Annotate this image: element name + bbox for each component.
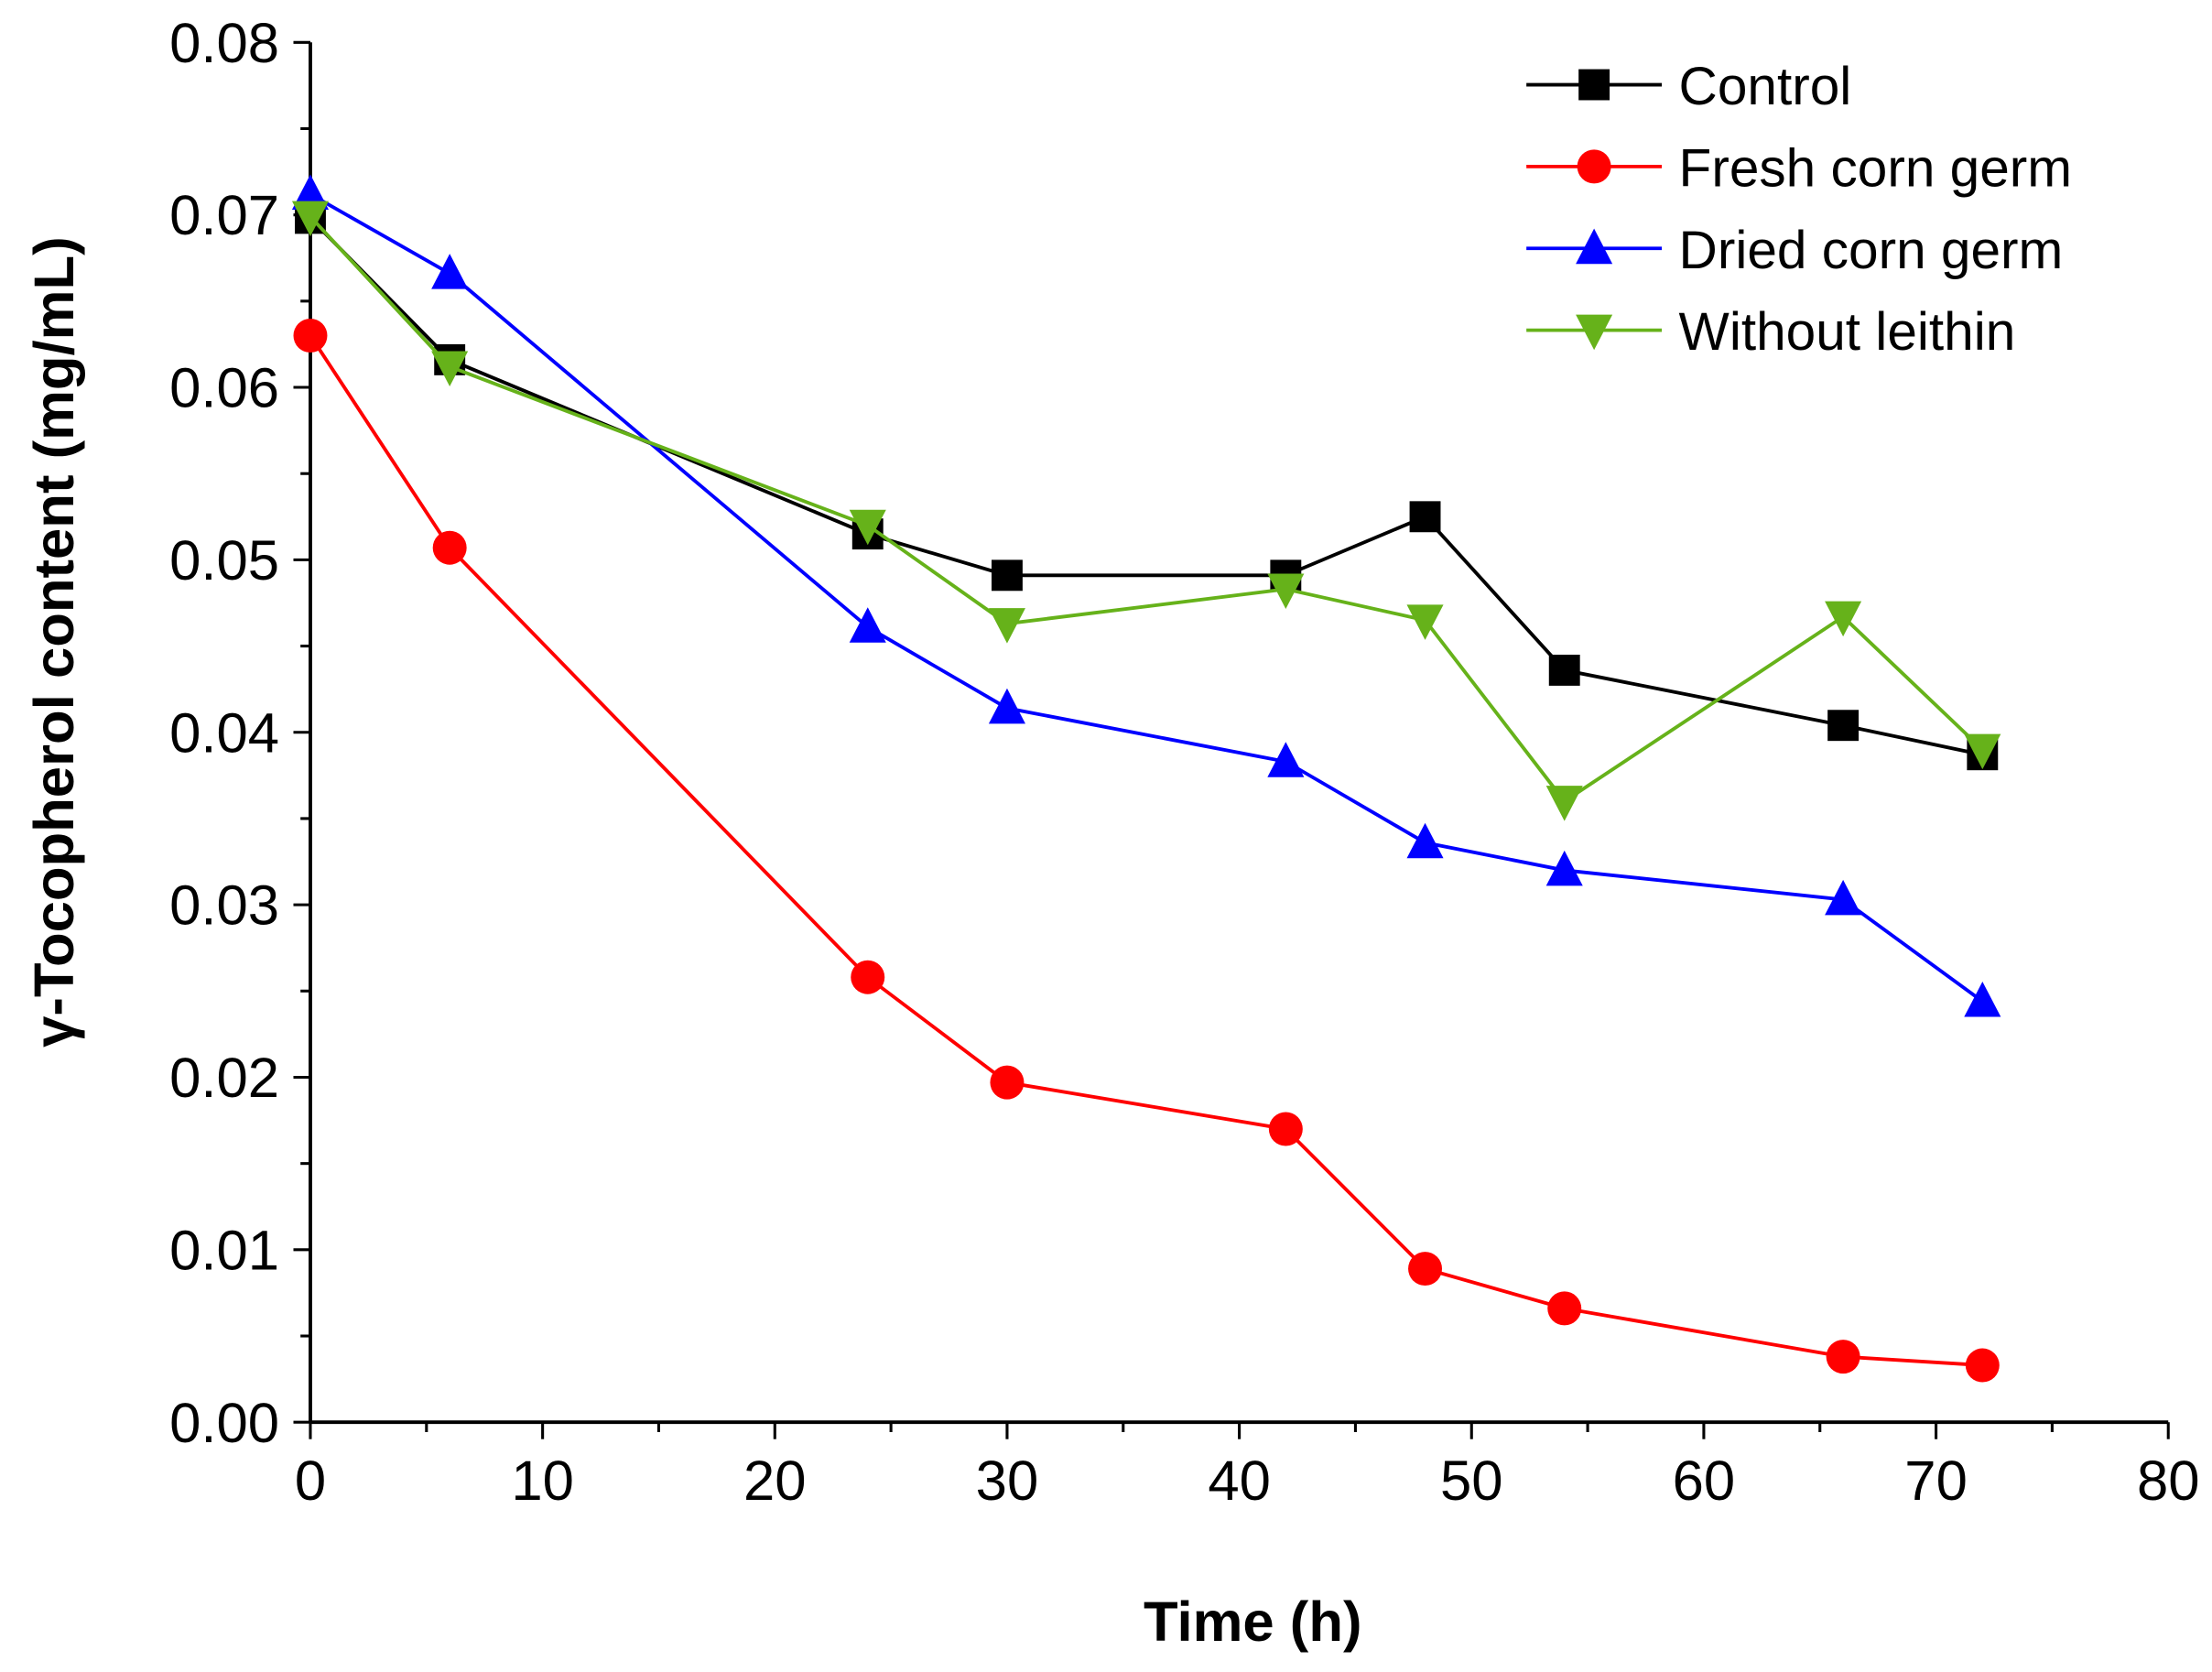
data-point bbox=[291, 201, 330, 237]
data-point bbox=[1827, 710, 1860, 742]
legend-item: Without leithin bbox=[1526, 302, 2015, 362]
data-point bbox=[1825, 601, 1862, 637]
data-point bbox=[851, 960, 885, 994]
data-point bbox=[1268, 1112, 1303, 1146]
data-point bbox=[1964, 733, 2001, 770]
legend-item: Fresh corn germ bbox=[1526, 138, 2072, 198]
y-tick-label: 0.06 bbox=[169, 357, 279, 420]
data-point bbox=[849, 509, 886, 546]
series-without-leithin bbox=[291, 201, 2001, 821]
legend: Control Fresh corn germ Dried corn germ Wit… bbox=[1526, 57, 2072, 362]
legend-marker bbox=[1576, 228, 1613, 265]
data-point bbox=[431, 351, 469, 386]
data-point bbox=[1267, 573, 1305, 609]
data-point bbox=[1964, 982, 2001, 1017]
data-point bbox=[1548, 654, 1580, 686]
data-point bbox=[988, 608, 1025, 644]
y-tick-label: 0.03 bbox=[169, 874, 279, 938]
x-tick-label: 0 bbox=[295, 1449, 326, 1513]
legend-marker bbox=[1576, 314, 1613, 351]
series-line bbox=[309, 334, 1983, 1367]
data-point bbox=[988, 688, 1025, 724]
legend-marker bbox=[1578, 69, 1610, 101]
x-tick-label: 70 bbox=[1904, 1449, 1968, 1513]
data-point bbox=[293, 319, 328, 353]
data-point bbox=[1267, 742, 1305, 777]
series-line bbox=[309, 217, 1983, 757]
data-point bbox=[1825, 879, 1862, 916]
y-tick-label: 0.05 bbox=[169, 529, 279, 592]
x-tick-label: 10 bbox=[511, 1449, 574, 1513]
y-tick-label: 0.00 bbox=[169, 1392, 279, 1455]
data-point bbox=[992, 559, 1023, 592]
legend-item: Dried corn germ bbox=[1526, 221, 2063, 280]
legend-label: Fresh corn germ bbox=[1679, 138, 2072, 198]
data-point bbox=[1826, 1340, 1860, 1374]
data-point bbox=[291, 174, 330, 211]
series-fresh-corn-germ bbox=[293, 319, 2000, 1383]
data-point bbox=[1408, 1252, 1443, 1287]
y-tick-label: 0.07 bbox=[169, 184, 279, 247]
data-point bbox=[1965, 1348, 2000, 1383]
x-axis-title: Time (h) bbox=[1144, 1591, 1362, 1654]
y-tick-label: 0.04 bbox=[169, 701, 279, 765]
data-point bbox=[1547, 1291, 1582, 1326]
x-tick-label: 30 bbox=[976, 1449, 1039, 1513]
data-point bbox=[432, 530, 467, 565]
data-point bbox=[1406, 822, 1444, 859]
series-layer bbox=[291, 174, 2001, 1383]
y-tick-label: 0.08 bbox=[169, 12, 279, 75]
y-axis-title: γ-Tocopherol content (mg/mL) bbox=[23, 236, 86, 1048]
x-tick-label: 20 bbox=[743, 1449, 807, 1513]
legend-item: Control bbox=[1526, 57, 1851, 116]
series-dried-corn-germ bbox=[291, 174, 2001, 1017]
legend-label: Without leithin bbox=[1679, 302, 2016, 362]
data-point bbox=[1406, 604, 1444, 640]
x-tick-label: 40 bbox=[1208, 1449, 1271, 1513]
x-tick-label: 80 bbox=[2137, 1449, 2200, 1513]
legend-marker bbox=[1577, 149, 1611, 184]
legend-label: Dried corn germ bbox=[1679, 221, 2064, 280]
data-point bbox=[990, 1065, 1025, 1100]
y-tick-label: 0.01 bbox=[169, 1219, 279, 1282]
data-point bbox=[1545, 786, 1583, 821]
data-point bbox=[1545, 850, 1583, 886]
legend-label: Control bbox=[1679, 57, 1852, 116]
x-tick-label: 60 bbox=[1673, 1449, 1736, 1513]
data-point bbox=[431, 254, 469, 289]
y-tick-label: 0.02 bbox=[169, 1047, 279, 1110]
data-point bbox=[1409, 501, 1441, 533]
x-tick-label: 50 bbox=[1440, 1449, 1503, 1513]
data-point bbox=[849, 607, 886, 643]
axes: 0 10 20 30 40 50 60 70 80 0.00 0.01 0.02 0.03 0.04 0.0… bbox=[169, 12, 2199, 1513]
